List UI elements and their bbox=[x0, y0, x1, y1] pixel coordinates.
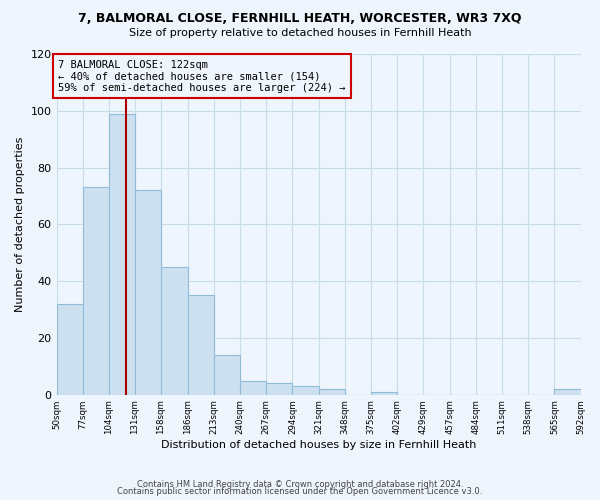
Bar bbox=[371, 392, 397, 394]
Text: 7 BALMORAL CLOSE: 122sqm
← 40% of detached houses are smaller (154)
59% of semi-: 7 BALMORAL CLOSE: 122sqm ← 40% of detach… bbox=[58, 60, 346, 93]
Bar bbox=[109, 114, 135, 394]
Bar bbox=[319, 389, 344, 394]
Text: Contains HM Land Registry data © Crown copyright and database right 2024.: Contains HM Land Registry data © Crown c… bbox=[137, 480, 463, 489]
Bar bbox=[188, 296, 214, 394]
Bar bbox=[83, 188, 109, 394]
Bar bbox=[135, 190, 161, 394]
Bar bbox=[161, 267, 188, 394]
Bar bbox=[266, 384, 292, 394]
Bar bbox=[214, 355, 240, 395]
Text: 7, BALMORAL CLOSE, FERNHILL HEATH, WORCESTER, WR3 7XQ: 7, BALMORAL CLOSE, FERNHILL HEATH, WORCE… bbox=[78, 12, 522, 26]
Bar bbox=[240, 380, 266, 394]
Text: Size of property relative to detached houses in Fernhill Heath: Size of property relative to detached ho… bbox=[128, 28, 472, 38]
Bar bbox=[554, 389, 581, 394]
Bar bbox=[292, 386, 319, 394]
Y-axis label: Number of detached properties: Number of detached properties bbox=[15, 136, 25, 312]
Bar bbox=[56, 304, 83, 394]
X-axis label: Distribution of detached houses by size in Fernhill Heath: Distribution of detached houses by size … bbox=[161, 440, 476, 450]
Text: Contains public sector information licensed under the Open Government Licence v3: Contains public sector information licen… bbox=[118, 487, 482, 496]
